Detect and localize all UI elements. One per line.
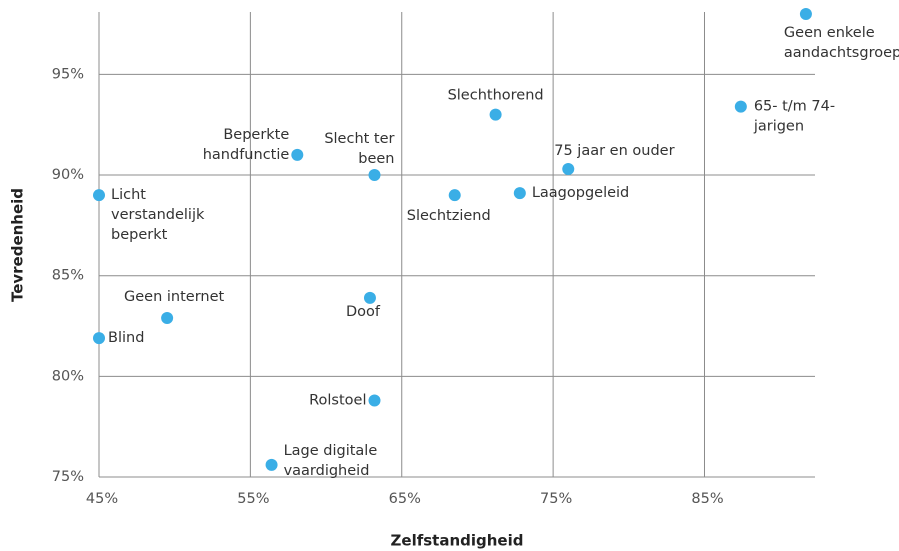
data-point [368,394,381,407]
y-axis-title: Tevredenheid [9,188,27,302]
point-label: Doof [346,304,381,320]
y-tick-label: 95% [52,66,84,82]
data-point [265,458,278,471]
x-tick-label: 85% [691,491,723,507]
point-label: Lage digitale [284,443,378,459]
point-label: beperkt [111,227,168,243]
data-point [368,169,381,182]
point-label: handfunctie [203,147,290,163]
point-label: Beperkte [223,127,289,143]
point-label: jarigen [753,119,804,135]
point-label: Slecht ter [324,131,394,147]
point-label: Geen internet [124,289,225,305]
data-point [93,189,105,202]
data-point [93,332,105,345]
y-tick-label: 80% [52,368,84,384]
data-point [161,311,174,324]
y-tick-label: 90% [52,167,84,183]
data-point [448,189,461,202]
x-axis-title: Zelfstandigheid [391,532,524,550]
point-label: Slechtziend [407,208,491,224]
point-label: aandachtsgroep [784,45,899,61]
y-tick-label: 85% [52,268,84,284]
point-label: Rolstoel [309,393,366,409]
point-label: Slechthorend [448,88,544,104]
x-tick-label: 55% [237,491,269,507]
data-point [562,163,575,176]
point-label: 75 jaar en ouder [554,143,674,159]
point-label: Geen enkele [784,25,875,41]
x-tick-label: 75% [540,491,572,507]
point-label: vaardigheid [284,463,370,479]
point-label: Blind [108,330,144,346]
point-label: been [358,151,394,167]
data-point [291,148,304,161]
x-tick-label: 65% [389,491,421,507]
y-tick-label: 75% [52,469,84,485]
point-label: verstandelijk [111,207,205,223]
data-point [734,100,747,113]
point-label: Licht [111,187,146,203]
data-point [799,8,812,21]
data-point [363,291,376,304]
data-point [513,187,526,200]
data-point [489,108,502,121]
point-label: 65- t/m 74- [754,99,835,115]
x-tick-label: 45% [86,491,118,507]
point-label: Laagopgeleid [532,185,629,201]
